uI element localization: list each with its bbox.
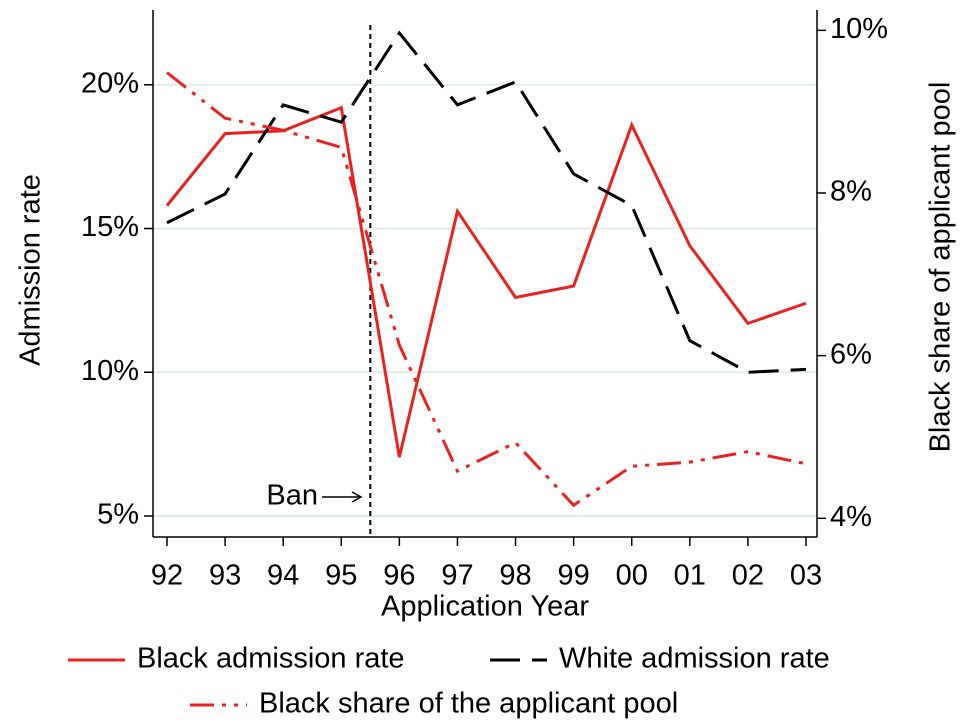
x-tick-label: 01	[674, 560, 706, 592]
legend-label: Black share of the applicant pool	[259, 688, 678, 720]
x-tick-label: 94	[267, 560, 299, 592]
x-tick-label: 92	[151, 560, 183, 592]
x-tick-label: 95	[325, 560, 357, 592]
annotation-arrowhead	[351, 491, 363, 503]
x-tick-label: 99	[558, 560, 590, 592]
x-tick-label: 00	[616, 560, 648, 592]
series-line	[165, 105, 807, 458]
y-axis-title: Admission rate	[15, 174, 47, 366]
x-tick-label: 02	[732, 560, 764, 592]
legend-label: Black admission rate	[137, 643, 405, 675]
y2-tick-label: 8%	[830, 176, 872, 208]
y2-tick-label: 6%	[830, 338, 872, 370]
x-axis-title: Application Year	[381, 591, 589, 623]
x-tick-label: 93	[209, 560, 241, 592]
x-tick-label: 98	[499, 560, 531, 592]
x-tick-label: 97	[441, 560, 473, 592]
y2-tick-label: 4%	[830, 501, 872, 533]
series-line	[166, 71, 807, 508]
annotation: Ban	[266, 480, 318, 512]
series-line	[166, 30, 807, 374]
x-tick-label: 03	[790, 560, 822, 592]
legend-label: White admission rate	[559, 643, 830, 675]
y-tick-label: 15%	[81, 211, 139, 243]
y2-axis-title: Black share of applicant pool	[925, 82, 957, 453]
y-tick-label: 10%	[81, 355, 139, 387]
y2-tick-label: 10%	[830, 13, 888, 45]
x-tick-label: 96	[383, 560, 415, 592]
y-tick-label: 20%	[81, 67, 139, 99]
y-tick-label: 5%	[97, 499, 139, 531]
